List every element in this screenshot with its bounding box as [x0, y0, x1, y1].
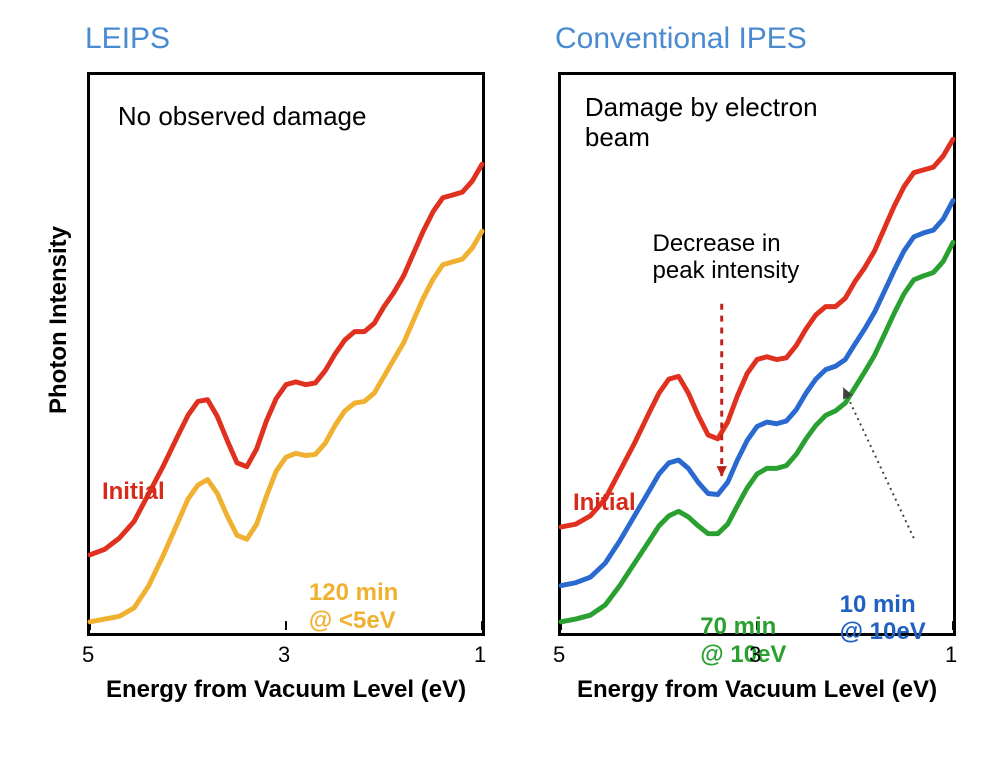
- right-plot-area: Damage by electronbeam Decrease inpeak in…: [558, 72, 956, 636]
- right-label-70min_10eV: 70 min@ 10eV: [700, 613, 786, 668]
- right-xtick-0: 5: [553, 642, 565, 668]
- figure-root: LEIPS Conventional IPES Photon Intensity…: [0, 0, 998, 770]
- left-plot-area: No observed damage Initial 120 min@ <5eV: [87, 72, 485, 636]
- left-xtick-0: 5: [82, 642, 94, 668]
- series-120min_5eV: [90, 231, 482, 622]
- ten-min-arrow: [843, 387, 914, 538]
- left-xtick-2: 1: [474, 642, 486, 668]
- left-label-Initial: Initial: [102, 478, 165, 506]
- right-annot-1: Decrease inpeak intensity: [653, 230, 800, 285]
- left-annot-0: No observed damage: [118, 102, 367, 132]
- right-xlabel: Energy from Vacuum Level (eV): [558, 676, 956, 704]
- right-annot-0: Damage by electronbeam: [585, 93, 818, 153]
- left-xtick-1: 3: [278, 642, 290, 668]
- decrease-arrow-head: [717, 466, 727, 477]
- right-xtick-1: 3: [749, 642, 761, 668]
- left-ylabel: Photon Intensity: [45, 170, 73, 470]
- series-Initial: [561, 139, 953, 527]
- left-label-120min_5eV: 120 min@ <5eV: [309, 579, 398, 634]
- right-xtick-2: 1: [945, 642, 957, 668]
- right-label-Initial: Initial: [573, 489, 636, 517]
- left-xlabel: Energy from Vacuum Level (eV): [87, 676, 485, 704]
- right-panel-title: Conventional IPES: [555, 22, 807, 56]
- left-panel-title: LEIPS: [85, 22, 170, 56]
- right-label-10min_10eV: 10 min@ 10eV: [840, 591, 926, 646]
- series-70min_10eV: [561, 242, 953, 621]
